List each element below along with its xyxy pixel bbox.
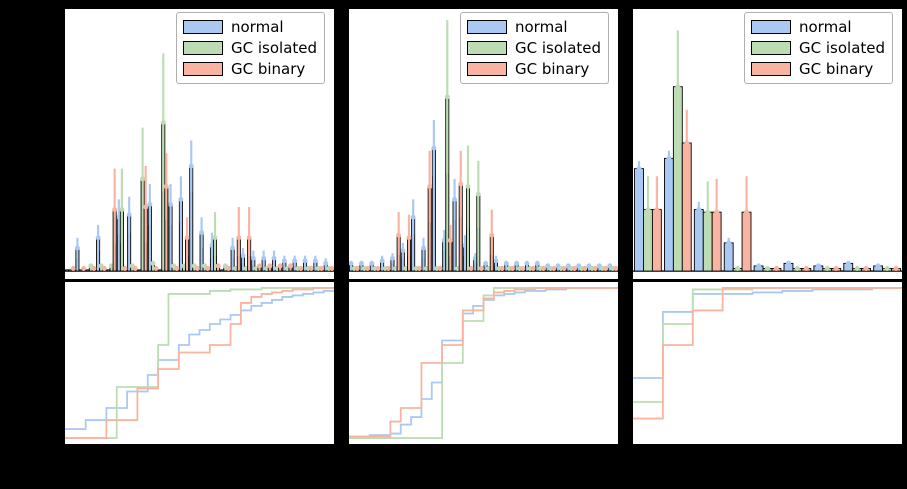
legend-row-gc-isolated: GC isolated [183, 39, 317, 57]
panel-2-cumulative-plot [349, 287, 618, 439]
panel-1-histogram-plot [65, 53, 334, 272]
panel-2-histogram-plot [349, 20, 618, 272]
legend-label-gc-isolated: GC isolated [799, 38, 886, 57]
legend-swatch-gc-isolated [751, 41, 791, 55]
legend-swatch-normal [751, 20, 791, 34]
panel-3-cumulative-axes [632, 281, 903, 445]
legend-swatch-normal [467, 20, 507, 34]
legend-row-gc-binary: GC binary [751, 60, 885, 78]
legend-row-gc-isolated: GC isolated [751, 39, 885, 57]
panel-1-cumulative-plot [65, 287, 334, 439]
panel-1-legend: normal GC isolated GC binary [176, 12, 326, 84]
panel-3-legend: normal GC isolated GC binary [744, 12, 894, 84]
panel-2-legend: normal GC isolated GC binary [460, 12, 610, 84]
panel-3-histogram-plot [633, 30, 902, 272]
legend-swatch-normal [183, 20, 223, 34]
legend-swatch-gc-binary [751, 62, 791, 76]
legend-swatch-gc-binary [183, 62, 223, 76]
legend-row-normal: normal [467, 18, 601, 36]
panel-2-cumulative-axes [348, 281, 619, 445]
legend-swatch-gc-isolated [183, 41, 223, 55]
legend-label-gc-isolated: GC isolated [231, 38, 318, 57]
legend-label-normal: normal [799, 17, 852, 36]
legend-row-normal: normal [183, 18, 317, 36]
legend-label-gc-binary: GC binary [231, 59, 306, 78]
legend-label-gc-binary: GC binary [515, 59, 590, 78]
legend-swatch-gc-isolated [467, 41, 507, 55]
legend-row-gc-isolated: GC isolated [467, 39, 601, 57]
panel-1-cumulative-axes [64, 281, 335, 445]
legend-swatch-gc-binary [467, 62, 507, 76]
legend-label-gc-binary: GC binary [799, 59, 874, 78]
legend-label-normal: normal [231, 17, 284, 36]
legend-row-gc-binary: GC binary [467, 60, 601, 78]
panel-3-cumulative-plot [633, 287, 902, 420]
legend-label-normal: normal [515, 17, 568, 36]
legend-row-normal: normal [751, 18, 885, 36]
legend-label-gc-isolated: GC isolated [515, 38, 602, 57]
legend-row-gc-binary: GC binary [183, 60, 317, 78]
